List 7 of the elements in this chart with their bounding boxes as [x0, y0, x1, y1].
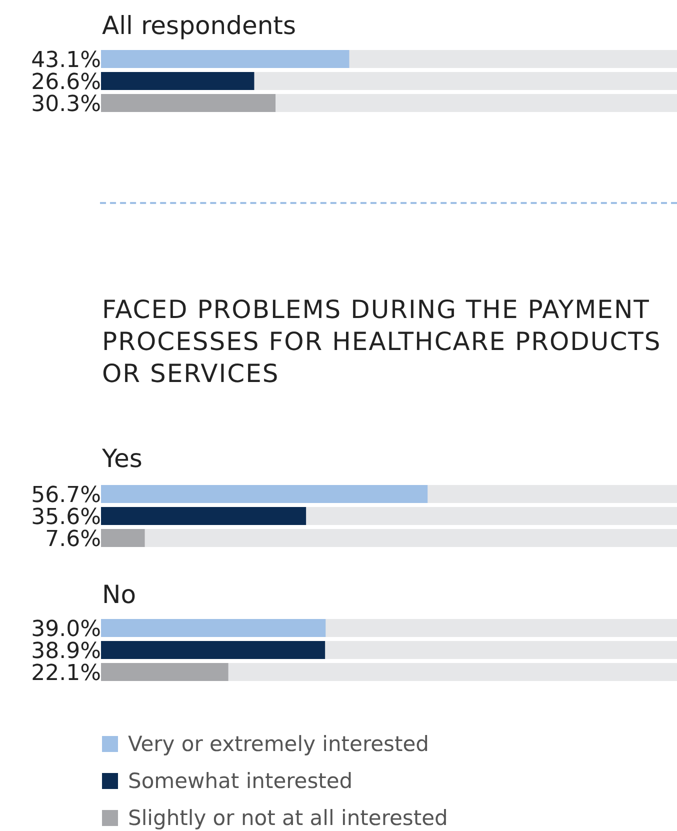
chart-title: All respondents: [102, 10, 298, 42]
legend-label: Very or extremely interested: [128, 732, 429, 756]
legend-label: Somewhat interested: [128, 768, 353, 792]
chart-title: No: [102, 579, 137, 611]
chart-title: FACED PROBLEMS DURING THE PAYMENT PROCESSES FOR HEALTHCARE PRODUCTS OR SERVICES: [102, 294, 662, 390]
legend-label: Slightly or not at all interested: [128, 806, 448, 830]
chart-subtitle: Yes: [102, 443, 144, 475]
